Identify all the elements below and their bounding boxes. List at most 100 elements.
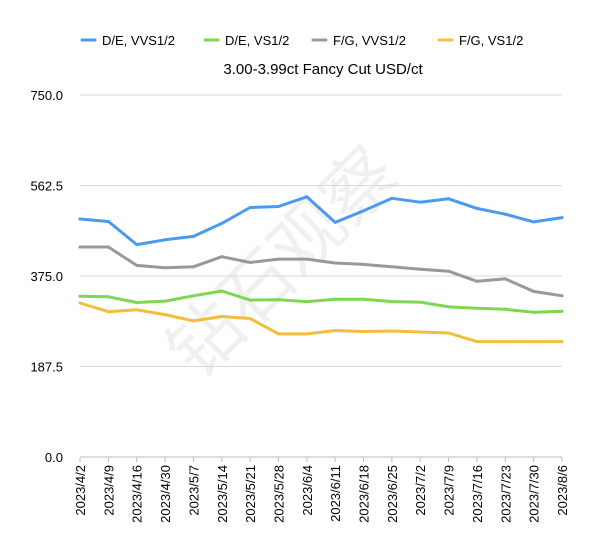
data-point [447,269,451,273]
data-point [418,200,422,204]
data-point [418,300,422,304]
data-point [390,300,394,304]
data-point [106,295,110,299]
x-tick-label: 2023/7/30 [527,465,542,523]
x-tick-label: 2023/6/4 [300,465,315,516]
x-tick-label: 2023/6/25 [385,465,400,523]
data-point [106,245,110,249]
data-point [276,204,280,208]
data-point [135,308,139,312]
data-point [78,294,82,298]
data-point [78,217,82,221]
data-point [163,313,167,317]
y-tick-label: 750.0 [30,88,63,103]
chart-title: 3.00-3.99ct Fancy Cut USD/ct [223,61,423,78]
legend-item: D/E, VS1/2 [203,33,289,48]
data-point [475,206,479,210]
series-line-2 [78,289,564,314]
watermark: 钻石观察 [153,133,413,393]
y-axis: 0.0 187.5 375.0 562.5 750.0 [30,88,63,465]
x-tick-label: 2023/7/9 [442,465,457,516]
x-tick-label: 2023/8/6 [555,465,570,516]
data-point [333,261,337,265]
series-line-3 [78,245,564,298]
data-point [135,243,139,247]
data-point [333,297,337,301]
data-point [475,279,479,283]
data-point [248,260,252,264]
data-point [532,289,536,293]
data-point [78,245,82,249]
x-tick-label: 2023/4/9 [101,465,116,516]
y-tick-label: 187.5 [30,360,63,375]
data-point [276,332,280,336]
data-point [362,330,366,334]
data-point [135,301,139,305]
data-point [220,289,224,293]
data-point [447,197,451,201]
data-point [333,220,337,224]
data-point [220,255,224,259]
data-point [503,307,507,311]
data-point [362,297,366,301]
y-tick-label: 562.5 [30,179,63,194]
legend-label: F/G, VVS1/2 [333,33,406,48]
x-tick-label: 2023/5/14 [215,465,230,523]
x-tick-label: 2023/4/2 [73,465,88,516]
data-point [305,195,309,199]
data-point [503,340,507,344]
x-tick-label: 2023/7/23 [498,465,513,523]
data-point [390,265,394,269]
x-axis: 2023/4/2 2023/4/9 2023/4/16 2023/4/30 2023/5… [73,457,570,523]
data-point [220,221,224,225]
data-point [503,212,507,216]
x-tick-label: 2023/4/16 [130,465,145,523]
data-point [163,238,167,242]
data-point [390,196,394,200]
data-point [163,266,167,270]
legend-item: D/E, VVS1/2 [80,33,175,48]
x-tick-label: 2023/6/11 [328,465,343,522]
data-point [362,209,366,213]
data-point [78,301,82,305]
data-point [191,294,195,298]
data-point [305,257,309,261]
x-tick-label: 2023/7/2 [413,465,428,516]
data-point [475,340,479,344]
series-lines [78,195,564,344]
data-point [475,306,479,310]
data-point [106,219,110,223]
data-point [305,332,309,336]
data-point [560,309,564,313]
data-point [135,263,139,267]
series-line-4 [78,301,564,344]
data-point [220,315,224,319]
data-point [390,329,394,333]
legend-label: F/G, VS1/2 [459,33,523,48]
data-point [248,316,252,320]
data-point [248,205,252,209]
data-point [191,234,195,238]
data-point [163,299,167,303]
x-tick-label: 2023/5/21 [243,465,258,523]
data-point [560,340,564,344]
data-point [333,329,337,333]
data-point [248,298,252,302]
data-point [447,305,451,309]
data-point [276,257,280,261]
y-tick-label: 0.0 [45,450,63,465]
data-point [560,294,564,298]
x-tick-label: 2023/5/7 [186,465,201,516]
data-point [560,216,564,220]
legend-label: D/E, VVS1/2 [102,33,175,48]
data-point [305,300,309,304]
data-point [191,319,195,323]
gridlines [80,94,562,458]
y-tick-label: 375.0 [30,269,63,284]
legend-label: D/E, VS1/2 [225,33,289,48]
legend: D/E, VVS1/2 D/E, VS1/2 F/G, VVS1/2 F/G, VS1… [80,33,523,48]
x-tick-label: 2023/5/28 [271,465,286,523]
data-point [191,265,195,269]
data-point [532,340,536,344]
